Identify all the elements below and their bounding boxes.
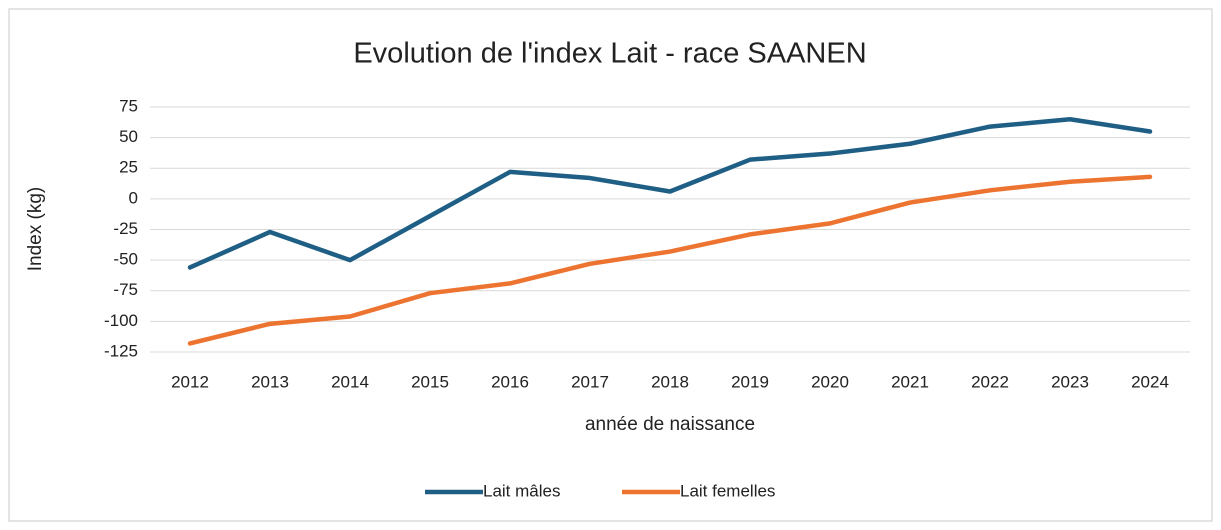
y-tick-label: -100 [104,311,138,330]
x-tick-label: 2021 [891,372,929,391]
line-series [187,174,1153,346]
legend-label: Lait femelles [680,481,775,500]
y-tick-label: 0 [129,188,138,207]
y-tick-label: 75 [119,96,138,115]
y-tick-label: 25 [119,158,138,177]
x-tick-label: 2024 [1131,372,1169,391]
x-tick-label: 2020 [811,372,849,391]
y-axis-label: Index (kg) [25,187,46,271]
chart-title: Evolution de l'index Lait - race SAANEN [353,38,866,70]
x-tick-label: 2015 [411,372,449,391]
x-tick-label: 2016 [491,372,529,391]
x-axis-label: année de naissance [585,414,755,435]
x-tick-label: 2012 [171,372,209,391]
chart-border [8,8,1213,522]
x-tick-label: 2023 [1051,372,1089,391]
y-tick-label: -50 [113,250,138,269]
x-tick-label: 2018 [651,372,689,391]
y-tick-label: 50 [119,127,138,146]
x-tick-label: 2013 [251,372,289,391]
line-series [187,117,1153,270]
x-tick-label: 2022 [971,372,1009,391]
legend-label: Lait mâles [483,481,560,500]
x-tick-label: 2014 [331,372,369,391]
y-tick-label: -75 [113,280,138,299]
y-tick-label: -125 [104,341,138,360]
x-tick-label: 2019 [731,372,769,391]
x-tick-label: 2017 [571,372,609,391]
y-tick-label: -25 [113,219,138,238]
